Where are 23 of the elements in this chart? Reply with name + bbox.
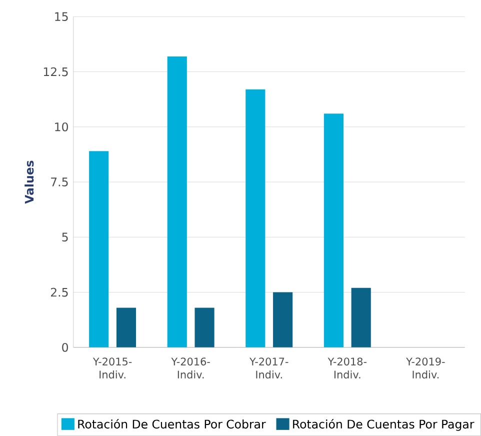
y-axis-title: Values [24, 160, 34, 204]
bar [273, 292, 293, 348]
x-tick-label: Y-2018-Indiv. [328, 358, 367, 379]
bar [116, 308, 136, 348]
bar [324, 114, 344, 348]
y-tick-label: 5 [62, 232, 68, 242]
x-tick-label: Y-2015-Indiv. [92, 358, 132, 379]
y-tick-label: 15 [55, 12, 68, 22]
x-tick-label: Y-2017-Indiv. [249, 358, 288, 379]
y-tick-label: 2.5 [50, 288, 68, 297]
y-tick-label: 12.5 [44, 67, 68, 76]
legend-label: Rotación De Cuentas Por Pagar [293, 419, 474, 431]
legend-label: Rotación De Cuentas Por Cobrar [78, 419, 266, 429]
x-tick-label: Y-2019-Indiv. [406, 358, 445, 379]
bar [89, 151, 109, 348]
bar [351, 288, 371, 348]
bar [194, 308, 214, 348]
y-tick-label: 10 [55, 122, 68, 132]
x-tick-label: Y-2016-Indiv. [171, 358, 210, 379]
bar [167, 56, 187, 348]
bar [246, 89, 266, 348]
y-tick-label: 7.5 [51, 178, 68, 186]
y-tick-label: 0 [62, 343, 68, 352]
